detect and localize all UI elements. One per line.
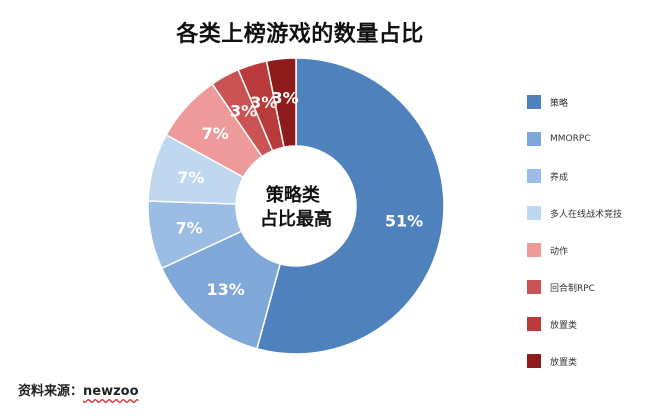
- legend-label-0: 策略: [550, 98, 569, 109]
- slice-label-2: 7%: [176, 219, 203, 238]
- legend-label-7: 放置类: [550, 357, 578, 368]
- legend-swatch-4: [527, 243, 541, 257]
- slice-label-3: 7%: [177, 168, 204, 187]
- source-note: 资料来源：newzoo: [18, 380, 139, 399]
- legend-item-3: 多人在线战术竞技: [527, 206, 622, 220]
- slice-label-1: 13%: [206, 280, 244, 299]
- legend-swatch-2: [527, 169, 541, 183]
- source-prefix: 资料来源：: [18, 384, 84, 399]
- legend-item-6: 放置类: [527, 317, 577, 331]
- legend-swatch-7: [527, 354, 541, 368]
- legend-swatch-1: [527, 132, 541, 146]
- legend-swatch-0: [527, 95, 541, 109]
- legend-label-3: 多人在线战术竞技: [550, 209, 623, 220]
- legend-label-5: 回合制RPC: [550, 283, 595, 294]
- legend-swatch-6: [527, 317, 541, 331]
- slice-label-7: 3%: [272, 89, 299, 108]
- legend-item-2: 养成: [527, 169, 568, 183]
- legend-label-1: MMORPC: [550, 134, 591, 144]
- donut-hole: [236, 146, 356, 266]
- center-text-line-2: 占比最高: [260, 208, 332, 230]
- slice-label-6: 3%: [250, 93, 277, 112]
- legend-item-5: 回合制RPC: [527, 280, 595, 294]
- slice-label-5: 3%: [230, 101, 257, 120]
- legend-swatch-5: [527, 280, 541, 294]
- chart-title: 各类上榜游戏的数量占比: [176, 22, 424, 47]
- legend-label-6: 放置类: [550, 320, 578, 331]
- slice-label-0: 51%: [385, 212, 423, 231]
- center-text-line-1: 策略类: [266, 184, 321, 206]
- slice-label-4: 7%: [202, 124, 229, 143]
- legend-item-0: 策略: [527, 95, 568, 109]
- source-name: newzoo: [83, 384, 139, 399]
- legend-item-4: 动作: [527, 243, 568, 257]
- slice-labels-group: 51%13%7%7%7%3%3%3%: [176, 89, 424, 300]
- legend-item-1: MMORPC: [527, 132, 591, 146]
- center-text: 策略类 占比最高: [260, 184, 332, 230]
- legend-item-7: 放置类: [527, 354, 577, 368]
- legend-swatch-3: [527, 206, 541, 220]
- legend-label-4: 动作: [550, 246, 569, 257]
- legend-label-2: 养成: [550, 172, 569, 183]
